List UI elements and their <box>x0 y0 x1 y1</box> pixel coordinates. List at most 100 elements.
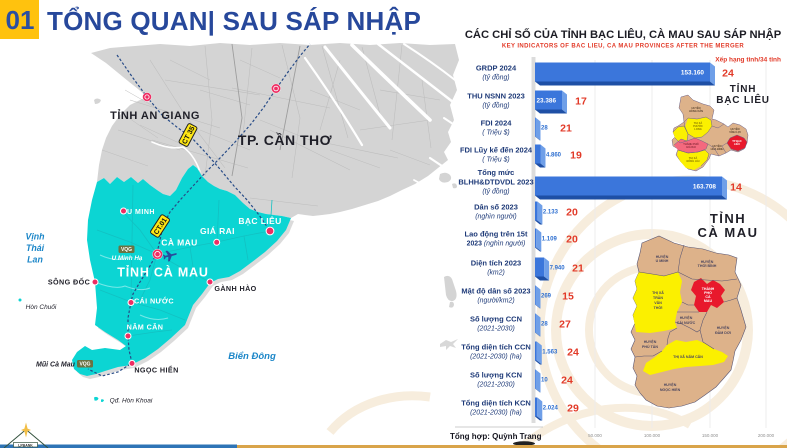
svg-text:TỔNG QUAN| SAU SÁP NHẬP: TỔNG QUAN| SAU SÁP NHẬP <box>47 6 421 36</box>
svg-text:269: 269 <box>541 294 552 300</box>
svg-text:200.000: 200.000 <box>758 433 775 438</box>
svg-text:GIÁ RAI: GIÁ RAI <box>200 226 235 236</box>
svg-text:29: 29 <box>567 403 579 415</box>
svg-text:Tổng mức: Tổng mức <box>478 168 515 177</box>
svg-text:17: 17 <box>575 96 587 108</box>
svg-text:THỊ XÃ: THỊ XÃ <box>694 120 703 125</box>
svg-text:( Triệu $): ( Triệu $) <box>482 130 509 137</box>
svg-text:BẠC LIÊU: BẠC LIÊU <box>716 93 770 106</box>
svg-text:153.160: 153.160 <box>681 70 705 77</box>
svg-text:28: 28 <box>541 322 548 328</box>
svg-text:(km2): (km2) <box>487 270 505 277</box>
svg-text:HUYỆN: HUYỆN <box>664 382 677 387</box>
svg-text:(tỷ đồng): (tỷ đồng) <box>482 101 509 110</box>
svg-text:1.563: 1.563 <box>542 350 558 356</box>
svg-text:(người/km2): (người/km2) <box>477 298 514 305</box>
svg-text:CÁI NƯỚC: CÁI NƯỚC <box>677 320 696 325</box>
svg-text:Mũi Cà Mau: Mũi Cà Mau <box>36 362 76 369</box>
svg-text:HUYỆN: HUYỆN <box>701 259 714 264</box>
svg-text:Hòn Chuối: Hòn Chuối <box>26 303 57 311</box>
svg-text:50.000: 50.000 <box>588 433 602 438</box>
svg-text:2023 (nghìn người): 2023 (nghìn người) <box>467 241 526 248</box>
svg-text:(2021-2030): (2021-2030) <box>477 326 515 333</box>
svg-text:163.708: 163.708 <box>693 184 717 191</box>
svg-text:7.940: 7.940 <box>550 266 566 272</box>
svg-text:PHƯỚC: PHƯỚC <box>693 123 703 128</box>
svg-text:HUYỆN: HUYỆN <box>730 126 739 131</box>
svg-text:HÒA BÌNH: HÒA BÌNH <box>711 146 724 151</box>
svg-text:HUYỆN: HUYỆN <box>691 105 700 110</box>
svg-text:Diện tích 2023: Diện tích 2023 <box>471 259 521 268</box>
svg-text:28: 28 <box>541 126 548 132</box>
svg-text:HUYỆN: HUYỆN <box>656 254 669 259</box>
svg-text:CÀ MAU: CÀ MAU <box>698 225 759 240</box>
svg-text:THỊ XÃ: THỊ XÃ <box>652 290 664 295</box>
svg-text:2.024: 2.024 <box>543 406 559 412</box>
svg-text:LPBANK: LPBANK <box>18 444 33 448</box>
svg-text:(tỷ đồng): (tỷ đồng) <box>482 187 509 196</box>
svg-text:Số lượng KCN: Số lượng KCN <box>470 371 522 380</box>
svg-text:THỊ XÃ: THỊ XÃ <box>689 155 698 160</box>
svg-text:(tỷ đồng): (tỷ đồng) <box>482 73 509 82</box>
svg-text:4.860: 4.860 <box>546 153 562 159</box>
svg-text:NĂM CĂN: NĂM CĂN <box>127 323 164 332</box>
svg-text:TRẦN: TRẦN <box>653 296 663 300</box>
svg-text:TỈNH: TỈNH <box>730 82 757 95</box>
svg-text:LIÊU: LIÊU <box>734 141 740 146</box>
svg-text:FDI Lũy kế đến 2024: FDI Lũy kế đến 2024 <box>460 146 533 155</box>
svg-text:PHỐ: PHỐ <box>704 290 712 295</box>
svg-text:VĨNH LỢI: VĨNH LỢI <box>729 129 741 134</box>
svg-text:(nghìn người): (nghìn người) <box>475 214 516 221</box>
svg-text:Dân số 2023: Dân số 2023 <box>474 203 518 212</box>
svg-text:KEY INDICATORS OF BAC LIEU, CA: KEY INDICATORS OF BAC LIEU, CA MAU PROVI… <box>502 44 745 50</box>
svg-text:21: 21 <box>560 123 572 135</box>
svg-text:HUYỆN: HUYỆN <box>644 339 657 344</box>
svg-text:20: 20 <box>566 234 578 246</box>
svg-text:Số lượng CCN: Số lượng CCN <box>470 315 522 324</box>
svg-text:Mật độ dân số 2023: Mật độ dân số 2023 <box>461 287 530 296</box>
svg-text:15: 15 <box>562 291 574 303</box>
svg-text:Biển Đông: Biển Đông <box>228 351 276 362</box>
svg-text:HUYỆN: HUYỆN <box>680 315 693 320</box>
svg-text:FDI 2024: FDI 2024 <box>481 119 513 128</box>
svg-text:MAU: MAU <box>704 299 713 303</box>
svg-text:(2021-2030): (2021-2030) <box>477 382 515 389</box>
svg-text:Tổng diện tích KCN: Tổng diện tích KCN <box>461 399 531 408</box>
svg-text:CÀ: CÀ <box>705 294 711 299</box>
svg-text:CÁI NƯỚC: CÁI NƯỚC <box>134 297 174 306</box>
svg-text:20: 20 <box>566 207 578 219</box>
svg-text:HỒNG DÂN: HỒNG DÂN <box>689 108 703 113</box>
svg-text:Qđ. Hòn Khoai: Qđ. Hòn Khoai <box>110 398 153 405</box>
svg-text:14: 14 <box>730 182 742 194</box>
svg-text:HUYỆN: HUYỆN <box>712 143 721 148</box>
svg-text:Vịnh: Vịnh <box>25 232 44 242</box>
svg-text:Lan: Lan <box>27 255 43 265</box>
svg-text:01: 01 <box>6 5 35 35</box>
svg-text:27: 27 <box>559 319 571 331</box>
svg-text:LONG: LONG <box>694 127 702 131</box>
svg-text:BẠC LIÊU: BẠC LIÊU <box>238 215 281 226</box>
svg-text:HUYỆN: HUYỆN <box>717 325 730 330</box>
svg-text:TỈNH: TỈNH <box>710 211 746 226</box>
svg-text:Tổng hợp: Quỳnh Trang: Tổng hợp: Quỳnh Trang <box>450 432 542 441</box>
svg-text:GIÁ RAI: GIÁ RAI <box>686 144 696 149</box>
svg-text:TP BẠC: TP BẠC <box>732 139 742 143</box>
svg-text:21: 21 <box>572 263 584 275</box>
svg-text:(2021-2030) (ha): (2021-2030) (ha) <box>470 354 522 361</box>
svg-text:VQG: VQG <box>121 247 132 253</box>
svg-text:THỊ XÃ NĂM CĂN: THỊ XÃ NĂM CĂN <box>673 354 703 359</box>
svg-text:CÁC CHỈ SỐ CỦA TỈNH BẠC LIÊU,: CÁC CHỈ SỐ CỦA TỈNH BẠC LIÊU, CÀ MAU SAU… <box>465 27 782 41</box>
svg-text:24: 24 <box>561 375 573 387</box>
svg-text:PHÚ TÂN: PHÚ TÂN <box>642 344 658 349</box>
svg-text:THU NSNN 2023: THU NSNN 2023 <box>467 92 525 101</box>
svg-text:VQG: VQG <box>79 362 90 368</box>
svg-text:19: 19 <box>570 150 582 162</box>
svg-text:U Minh Hạ: U Minh Hạ <box>112 255 143 262</box>
svg-text:23.386: 23.386 <box>536 98 556 105</box>
svg-text:2.133: 2.133 <box>543 210 559 216</box>
svg-text:GÀNH HÀO: GÀNH HÀO <box>214 284 256 293</box>
svg-text:150.000: 150.000 <box>702 433 719 438</box>
svg-text:VĂN: VĂN <box>654 300 662 305</box>
svg-text:THỜI: THỜI <box>654 305 663 310</box>
svg-text:TỈNH AN GIANG: TỈNH AN GIANG <box>110 109 200 122</box>
